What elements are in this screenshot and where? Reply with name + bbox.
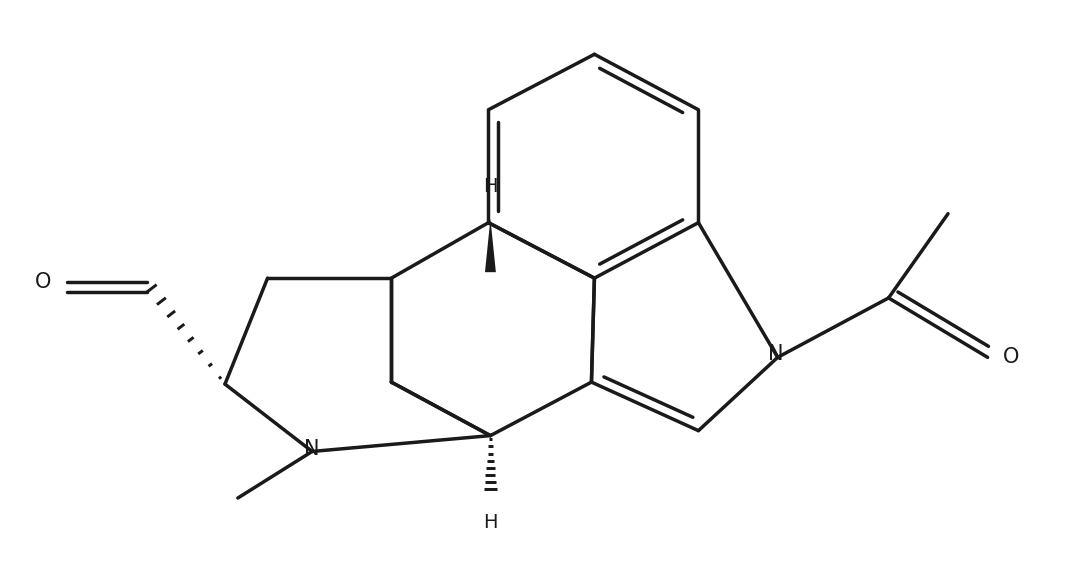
Text: O: O bbox=[35, 272, 51, 292]
Polygon shape bbox=[485, 219, 496, 272]
Text: O: O bbox=[1003, 347, 1019, 367]
Text: H: H bbox=[483, 177, 498, 196]
Text: H: H bbox=[483, 513, 498, 532]
Text: N: N bbox=[304, 439, 320, 459]
Text: N: N bbox=[768, 345, 784, 364]
